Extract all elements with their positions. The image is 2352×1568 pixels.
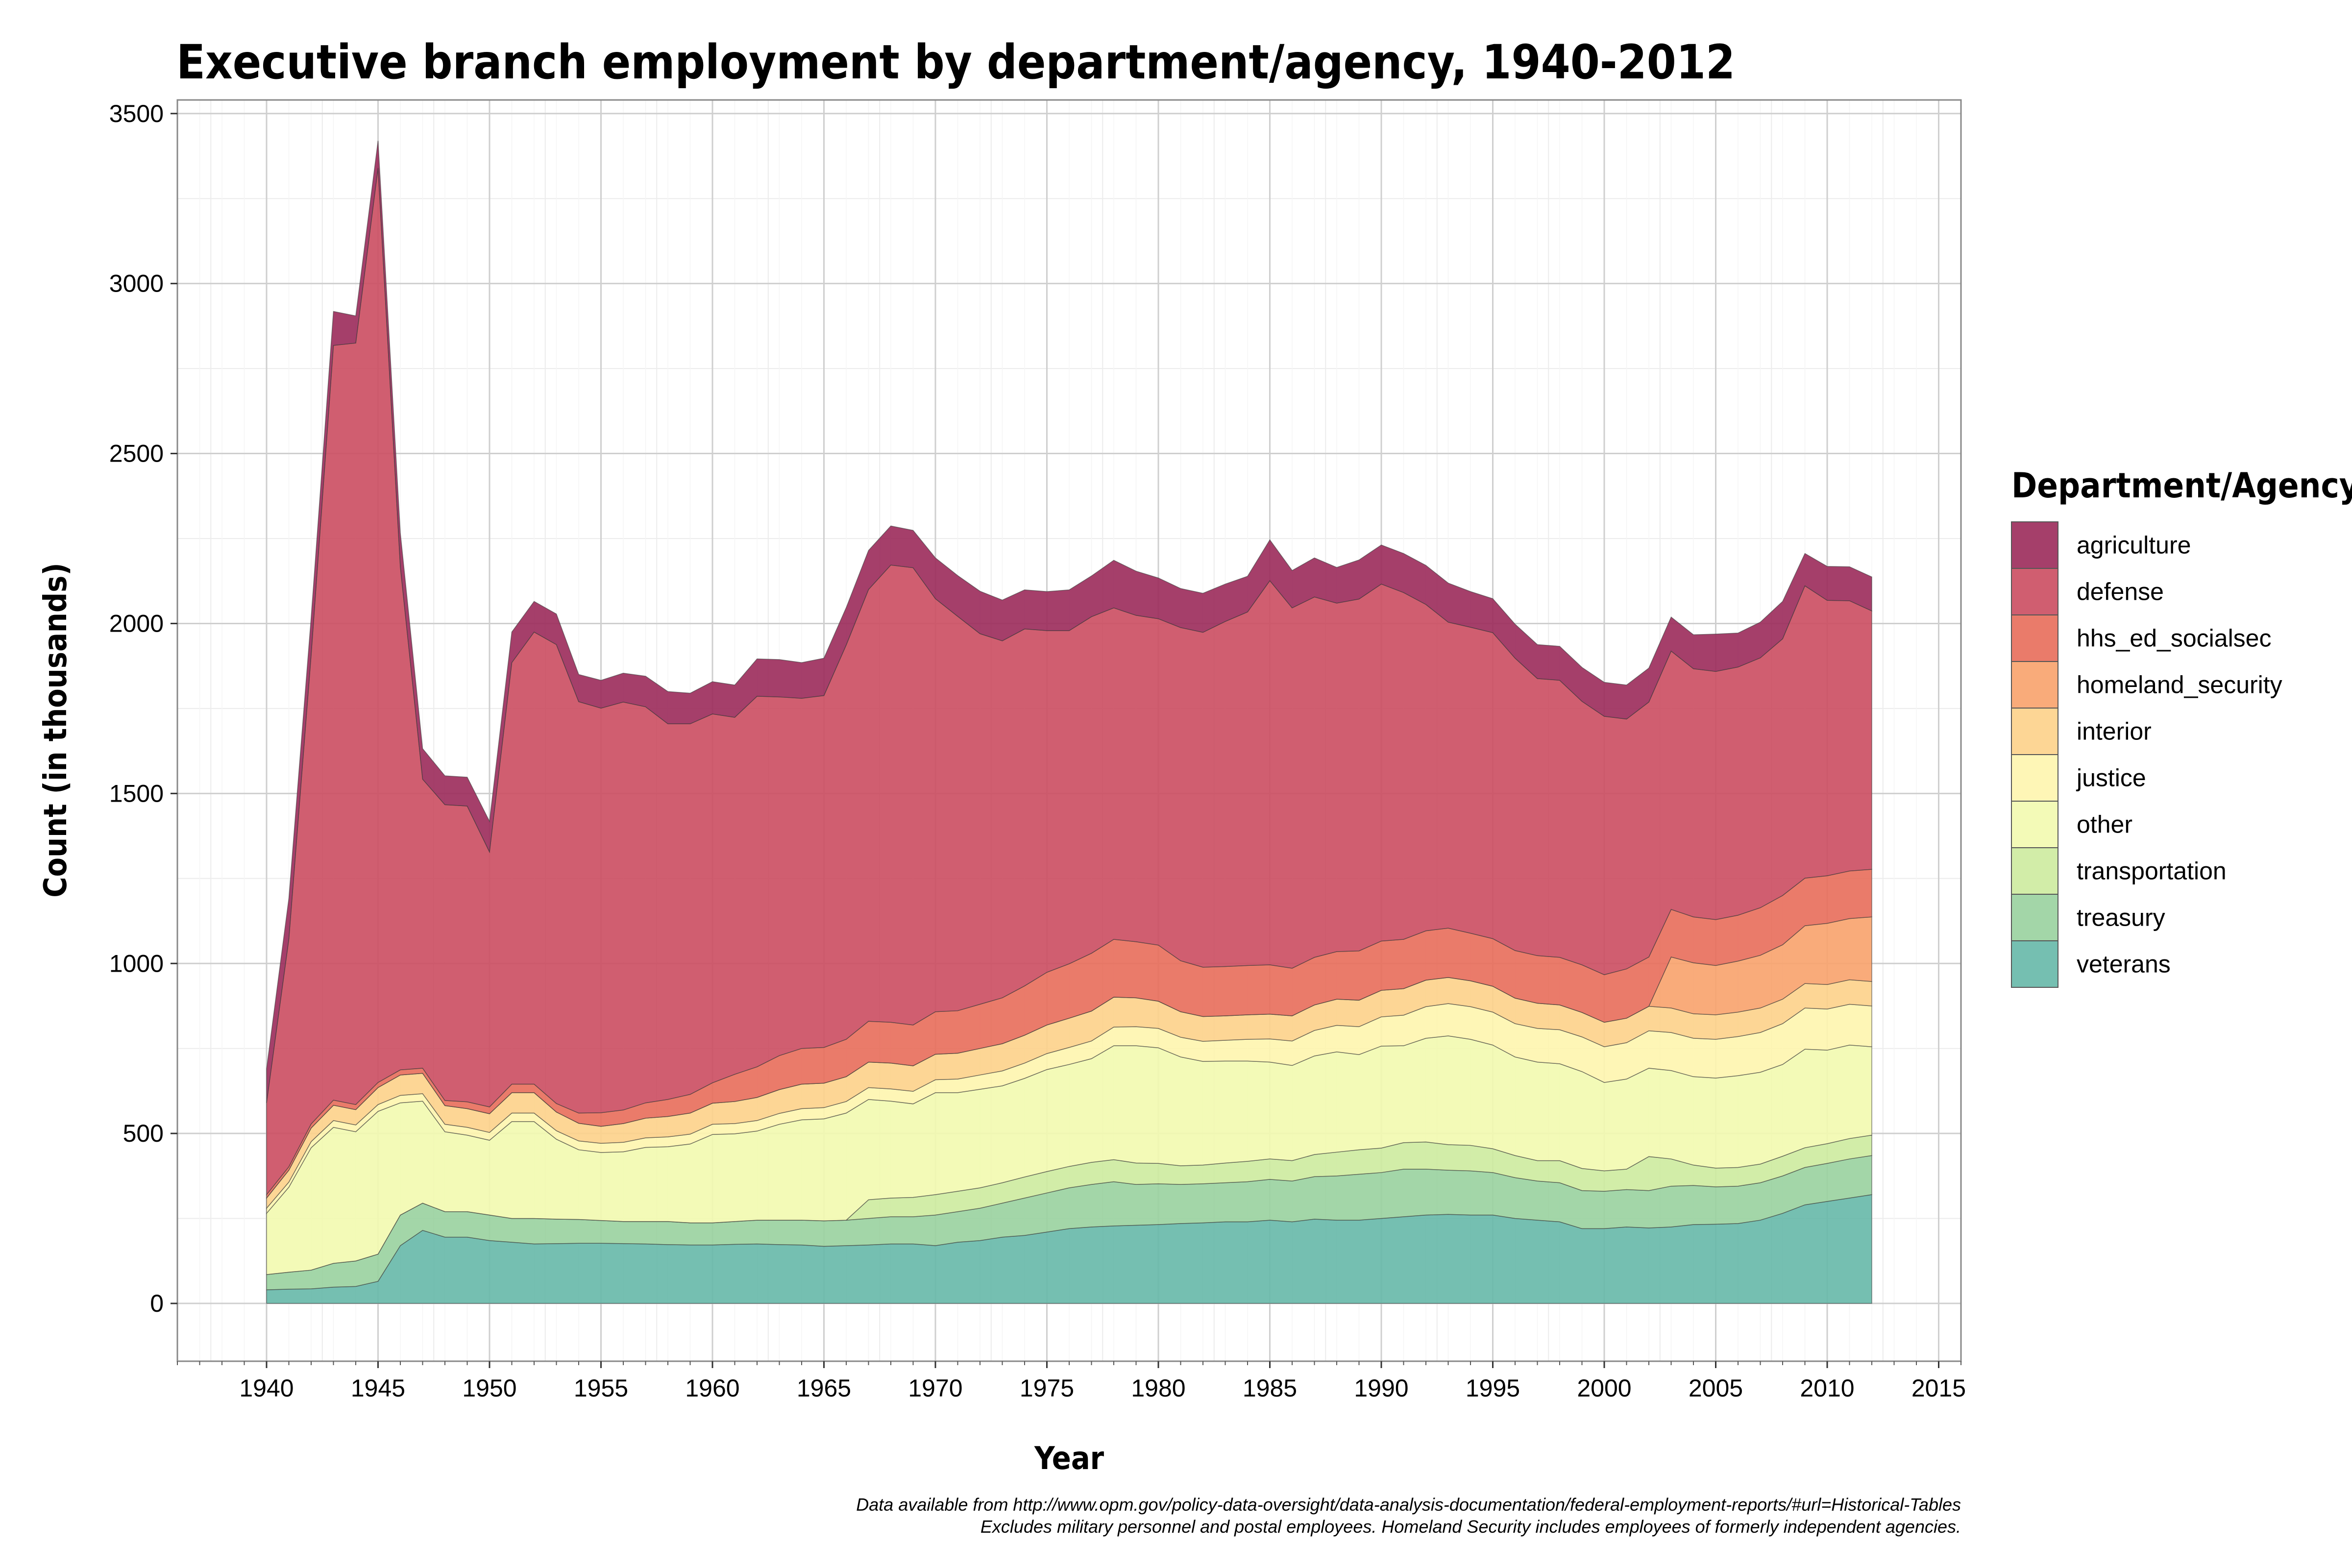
x-tick-label: 1965 xyxy=(797,1374,851,1402)
legend-key-agriculture xyxy=(2011,521,2058,569)
y-tick-label: 3000 xyxy=(109,270,164,297)
y-tick-label: 500 xyxy=(123,1120,164,1147)
area-layers xyxy=(266,141,1872,1304)
x-tick-label: 2005 xyxy=(1689,1374,1743,1402)
caption-line-2: Excludes military personnel and postal e… xyxy=(980,1517,1961,1537)
legend-key-justice xyxy=(2011,754,2058,802)
legend-key-homeland_security xyxy=(2011,661,2058,709)
x-tick-label: 1945 xyxy=(351,1374,405,1402)
y-tick-label: 2000 xyxy=(109,610,164,637)
x-tick-label: 1980 xyxy=(1131,1374,1185,1402)
caption-line-1: Data available from http://www.opm.gov/p… xyxy=(856,1494,1961,1515)
x-tick-label: 1950 xyxy=(462,1374,516,1402)
x-tick-label: 2000 xyxy=(1577,1374,1631,1402)
x-tick-label: 1975 xyxy=(1020,1374,1074,1402)
y-tick-label: 3500 xyxy=(109,100,164,127)
legend-label-interior: interior xyxy=(2077,718,2152,745)
legend-key-defense xyxy=(2011,568,2058,615)
legend-label-hhs_ed_socialsec: hhs_ed_socialsec xyxy=(2077,625,2272,652)
y-tick-label: 0 xyxy=(150,1290,164,1317)
legend-key-other xyxy=(2011,801,2058,848)
legend-label-homeland_security: homeland_security xyxy=(2077,671,2282,699)
x-tick-label: 1955 xyxy=(574,1374,628,1402)
legend-label-transportation: transportation xyxy=(2077,858,2227,885)
y-axis: 0 500 1000 1500 2000 2500 3000 3500 xyxy=(109,100,177,1317)
legend-key-hhs_ed_socialsec xyxy=(2011,614,2058,662)
legend-key-transportation xyxy=(2011,847,2058,895)
legend-label-veterans: veterans xyxy=(2077,951,2171,978)
y-axis-title: Count (in thousands) xyxy=(38,563,74,897)
legend-label-justice: justice xyxy=(2076,764,2146,792)
x-tick-label: 1940 xyxy=(239,1374,294,1402)
x-axis: 1940 1945 1950 1955 1960 1965 1970 1975 1980 1985… xyxy=(177,1361,1966,1402)
x-axis-title: Year xyxy=(1034,1441,1104,1477)
legend-key-treasury xyxy=(2011,894,2058,941)
legend-label-treasury: treasury xyxy=(2077,904,2165,931)
legend: Department/Agency agriculture defense hhs_… xyxy=(2011,466,2352,988)
y-tick-label: 2500 xyxy=(109,440,164,467)
x-tick-label: 1985 xyxy=(1243,1374,1297,1402)
x-tick-label: 1990 xyxy=(1354,1374,1408,1402)
legend-label-agriculture: agriculture xyxy=(2077,532,2191,559)
y-tick-label: 1500 xyxy=(109,780,164,807)
y-tick-label: 1000 xyxy=(109,950,164,977)
x-tick-label: 2010 xyxy=(1800,1374,1854,1402)
area-agriculture xyxy=(266,141,1872,1103)
legend-key-interior xyxy=(2011,708,2058,755)
x-tick-label: 1970 xyxy=(908,1374,962,1402)
chart-title: Executive branch employment by departmen… xyxy=(176,35,1735,90)
x-tick-label: 1960 xyxy=(685,1374,739,1402)
legend-title: Department/Agency xyxy=(2011,466,2352,506)
legend-label-defense: defense xyxy=(2077,578,2164,606)
x-tick-label: 1995 xyxy=(1466,1374,1520,1402)
x-tick-label: 2015 xyxy=(1911,1374,1966,1402)
legend-label-other: other xyxy=(2077,811,2132,838)
legend-key-veterans xyxy=(2011,940,2058,988)
